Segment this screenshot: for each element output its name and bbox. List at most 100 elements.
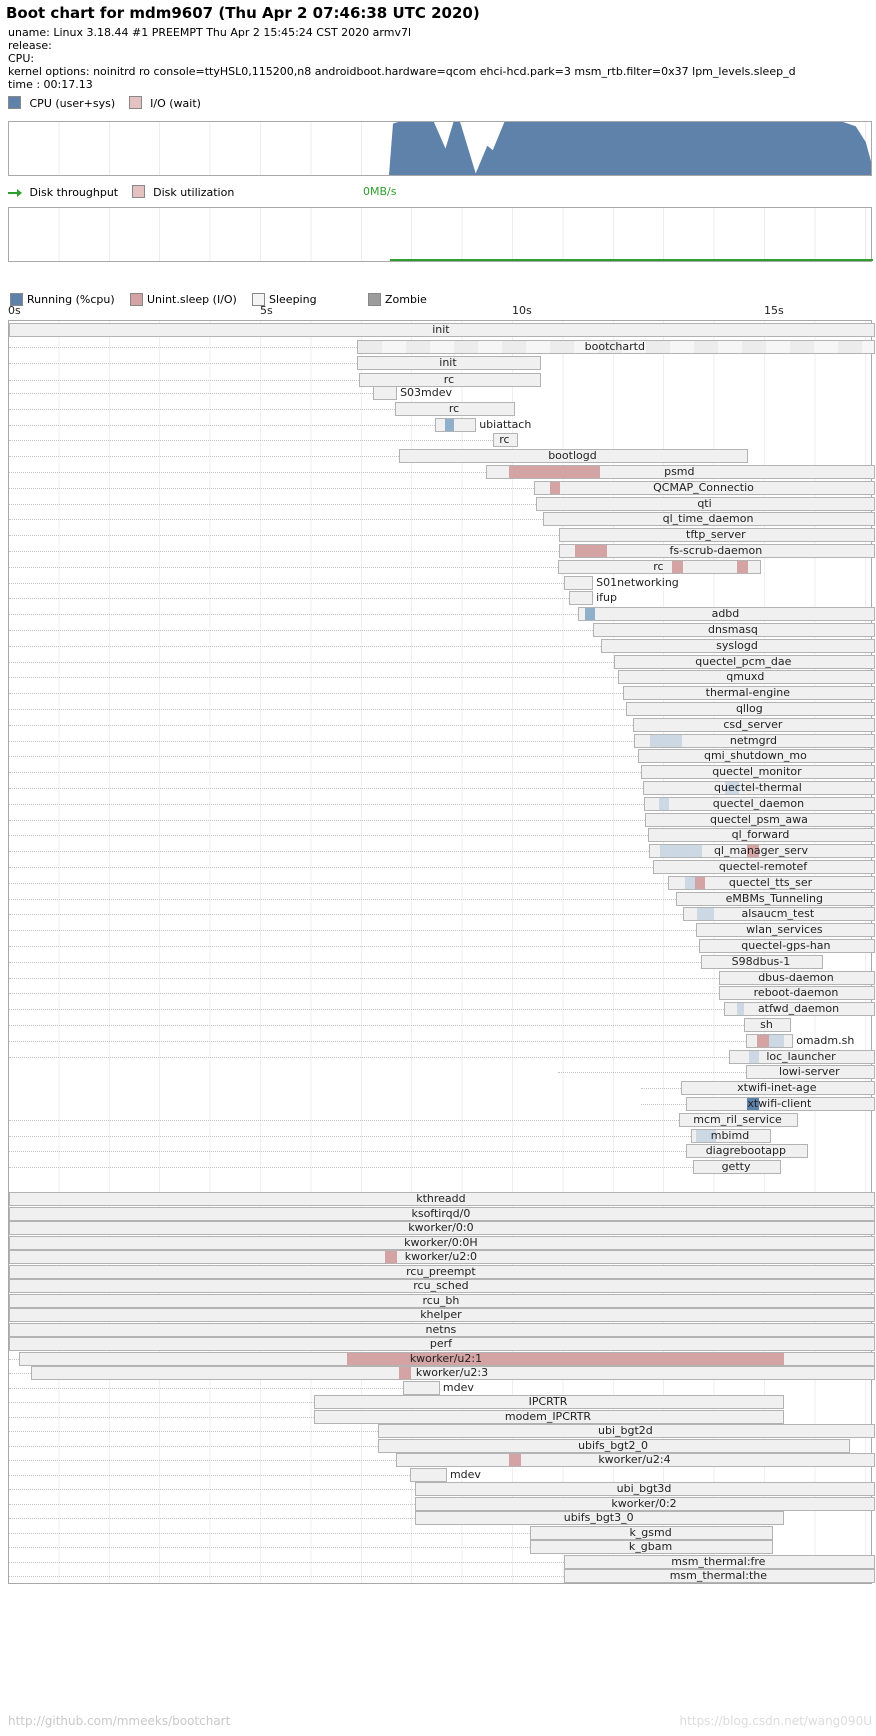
process-leader-line [9, 803, 645, 805]
process-row: init [9, 356, 871, 370]
process-leader-line [9, 867, 654, 868]
process-row: k_gsmd [9, 1525, 871, 1540]
process-row: tftp_server [9, 528, 875, 543]
process-row: ql_manager_serv [9, 844, 875, 859]
process-label: mdev [442, 1380, 474, 1394]
process-row: syslogd [9, 638, 875, 653]
process-legend: Running (%cpu) Unint.sleep (I/O) Sleepin… [0, 293, 876, 307]
process-label: k_gbam [628, 1540, 673, 1553]
process-row: loc_launcher [9, 1049, 875, 1064]
process-row: qti [9, 496, 875, 511]
process-label: omadm.sh [796, 1033, 855, 1047]
disk-throughput-value: 0MB/s [363, 185, 397, 198]
process-leader-line [9, 1489, 416, 1490]
process-row: S98dbus-1 [9, 954, 871, 969]
process-row: kworker/u2:0 [9, 1250, 875, 1264]
process-label: quectel-remotef [718, 860, 808, 873]
process-label: mcm_ril_service [693, 1112, 782, 1126]
process-leader-line [9, 1167, 693, 1169]
process-label: qllog [735, 702, 763, 715]
process-leader-line [9, 1576, 564, 1577]
process-bar [558, 544, 875, 558]
axis-tick-label: 15s [764, 304, 784, 317]
disk-throughput-label: Disk throughput [29, 186, 119, 199]
running-swatch [10, 293, 23, 306]
process-state-segment [684, 876, 695, 889]
process-row: kworker/0:0 [9, 1221, 875, 1235]
process-bar [415, 1496, 875, 1511]
process-row: qmi_shutdown_mo [9, 749, 875, 764]
process-leader-line [9, 709, 626, 710]
process-row: kworker/0:0H [9, 1235, 875, 1250]
process-row: msm_thermal:fre [9, 1554, 875, 1569]
process-bar [729, 1049, 875, 1064]
process-leader-line [9, 1009, 725, 1011]
process-state-segment [746, 1098, 759, 1110]
process-label: ubi_bgt3d [616, 1482, 672, 1495]
process-leader-line [9, 898, 676, 900]
process-state-segment [736, 560, 748, 573]
process-state-segment [746, 845, 759, 858]
process-label: msm_thermal:fre [671, 1554, 766, 1568]
process-state-segment [650, 734, 682, 747]
process-row: qllog [9, 702, 875, 716]
process-leader-line [9, 819, 646, 821]
process-leader-line [9, 661, 614, 663]
axis-tick-label: 5s [260, 304, 273, 317]
process-bar [356, 356, 542, 370]
process-leader-line [9, 645, 602, 647]
process-row: ubifs_bgt3_0 [9, 1511, 871, 1525]
process-label: quectel-thermal [714, 781, 802, 794]
process-label: kthreadd [416, 1192, 466, 1205]
process-state-segment [574, 545, 608, 557]
process-bar [678, 1112, 799, 1127]
process-leader-line [641, 1104, 686, 1105]
process-state-segment [769, 1034, 785, 1047]
process-bar [719, 970, 875, 985]
process-row: mcm_ril_service [9, 1112, 871, 1127]
process-state-segment [444, 418, 454, 431]
process-row: sh [9, 1018, 871, 1032]
process-row: dnsmasq [9, 623, 875, 637]
process-bar [492, 433, 518, 448]
process-row: bootchartd [9, 339, 875, 354]
process-leader-line [9, 756, 638, 758]
process-bar [313, 1395, 785, 1409]
process-leader-line [9, 1358, 20, 1360]
process-label: kworker/u2:0 [404, 1250, 478, 1263]
zombie-swatch [368, 293, 381, 306]
process-label: perf [429, 1337, 452, 1350]
process-label: rc [499, 433, 510, 447]
process-leader-line [9, 835, 649, 837]
process-label: syslogd [716, 638, 758, 652]
process-row: mdev [9, 1467, 871, 1482]
process-bar [648, 828, 875, 843]
process-bar [558, 528, 875, 543]
process-bar [9, 1308, 875, 1322]
process-leader-line [9, 1431, 378, 1432]
process-state-segment [585, 608, 596, 621]
process-label: ql_forward [731, 828, 790, 842]
cpu-legend-swatch [8, 96, 21, 109]
process-row: modem_IPCRTR [9, 1409, 871, 1424]
process-label: tftp_server [686, 528, 746, 542]
process-bar [644, 796, 875, 811]
process-row: khelper [9, 1308, 875, 1322]
process-label: ubiattach [479, 417, 532, 431]
process-leader-line [9, 551, 559, 552]
process-bar [19, 1351, 875, 1366]
process-label: thermal-engine [705, 686, 791, 700]
process-leader-line [9, 740, 634, 742]
process-label: lowi-server [779, 1065, 840, 1079]
process-bar [395, 401, 515, 416]
process-bar [313, 1409, 785, 1424]
process-label: kworker/0:0H [404, 1235, 478, 1249]
process-row: thermal-engine [9, 686, 875, 701]
process-bar [692, 1160, 782, 1175]
process-label: modem_IPCRTR [504, 1409, 592, 1423]
process-label: QCMAP_Connectio [653, 480, 754, 494]
process-bar [415, 1482, 875, 1496]
process-row: kthreadd [9, 1192, 875, 1206]
process-label: atfwd_daemon [757, 1002, 840, 1016]
